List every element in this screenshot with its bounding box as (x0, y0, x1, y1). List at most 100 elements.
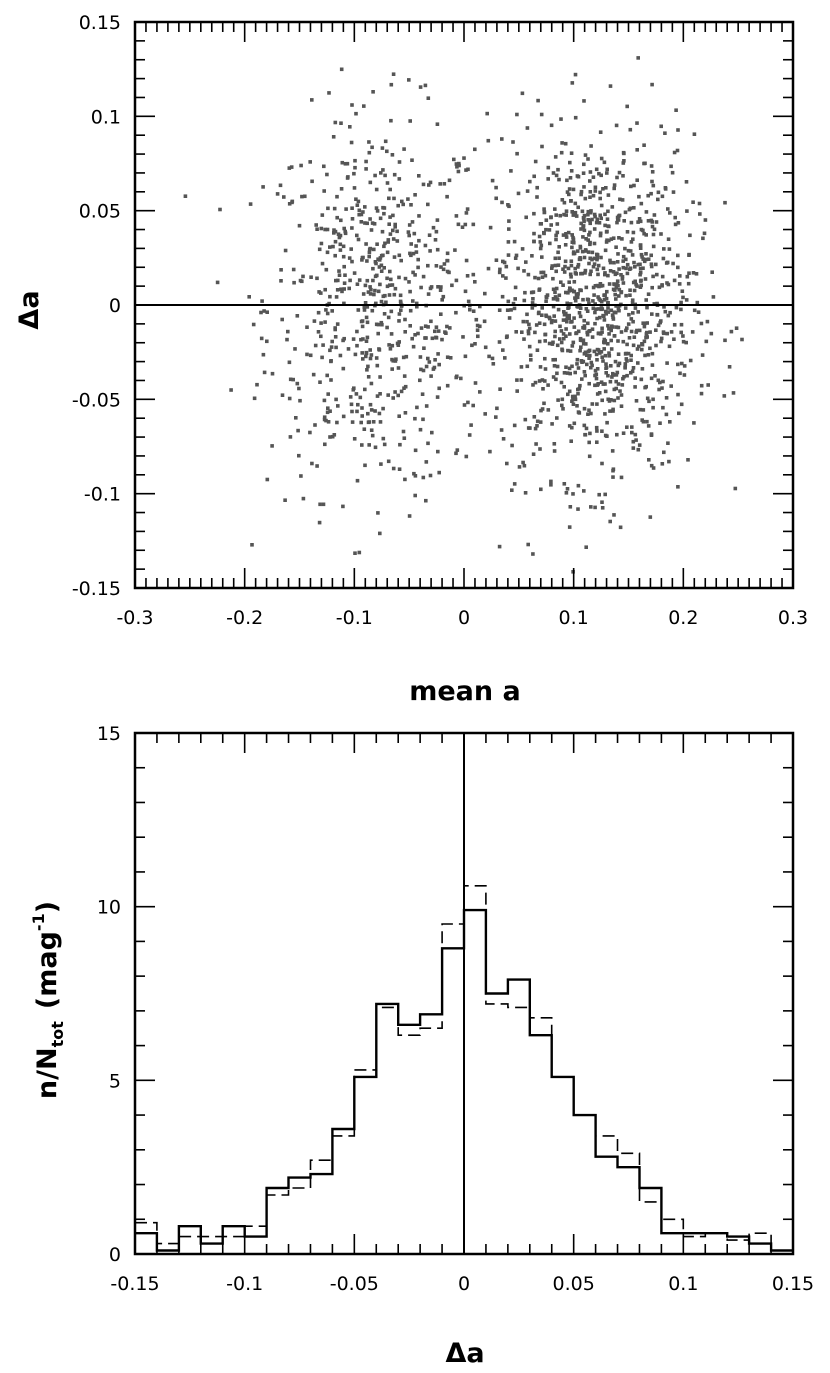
scatter-point (625, 271, 630, 276)
scatter-point (623, 364, 627, 369)
scatter-point (681, 334, 685, 338)
scatter-point (329, 345, 334, 349)
scatter-point (582, 162, 586, 167)
scatter-point (617, 236, 621, 240)
scatter-point (620, 383, 625, 387)
scatter-point (541, 387, 545, 391)
scatter-point (617, 308, 621, 313)
scatter-point (415, 304, 419, 309)
scatter-point (383, 293, 387, 298)
scatter-point (599, 332, 603, 336)
scatter-point (615, 220, 619, 225)
scatter-point (633, 279, 637, 284)
scatter-point (620, 277, 625, 281)
scatter-point (629, 353, 633, 358)
scatter-point (588, 170, 593, 174)
scatter-point (587, 261, 591, 266)
scatter-point (563, 264, 567, 269)
scatter-point (668, 420, 672, 424)
scatter-point (330, 434, 335, 439)
scatter-point (608, 379, 613, 384)
scatter-point (614, 379, 618, 384)
scatter-point (576, 262, 581, 267)
scatter-point (624, 293, 628, 298)
scatter-point (514, 253, 519, 258)
scatter-point (506, 299, 511, 304)
scatter-point (616, 352, 621, 356)
scatter-point (544, 299, 548, 303)
scatter-point (639, 252, 644, 257)
scatter-point (397, 467, 402, 471)
scatter-point (566, 306, 570, 310)
scatter-point (682, 364, 687, 368)
scatter-point (568, 160, 572, 165)
scatter-point (324, 418, 328, 423)
scatter-point (659, 339, 663, 344)
scatter-point (642, 259, 647, 264)
scatter-point (598, 213, 602, 218)
scatter-point (684, 180, 689, 184)
scatter-point (382, 312, 387, 316)
scatter-point (332, 206, 337, 211)
scatter-point (616, 339, 620, 343)
scatter-point (556, 307, 561, 312)
scatter-point (406, 230, 411, 234)
scatter-point (628, 288, 632, 292)
scatter-point (558, 324, 562, 329)
scatter-point (565, 190, 570, 194)
scatter-point (691, 200, 695, 204)
scatter-point (339, 187, 344, 191)
scatter-point (643, 277, 648, 281)
scatter-point (353, 352, 358, 357)
scatter-point (704, 339, 709, 344)
scatter-point (623, 210, 628, 215)
scatter-point (421, 368, 426, 373)
scatter-point (615, 175, 619, 180)
scatter-point (427, 233, 432, 237)
scatter-point (658, 421, 662, 425)
scatter-point (628, 127, 633, 132)
scatter-point (564, 213, 568, 217)
scatter-point (448, 326, 452, 330)
y-label-main: n/N (32, 1047, 63, 1099)
scatter-point (325, 227, 330, 232)
scatter-point (605, 217, 610, 221)
scatter-point (408, 324, 412, 328)
scatter-point (649, 253, 653, 258)
scatter-point (549, 483, 553, 487)
scatter-point (567, 280, 571, 284)
scatter-point (328, 435, 332, 439)
scatter-point (636, 361, 640, 365)
scatter-point (646, 353, 651, 357)
scatter-point (552, 364, 557, 368)
scatter-point (665, 331, 669, 336)
scatter-point (576, 329, 581, 334)
scatter-point (363, 301, 368, 305)
scatter-point (660, 284, 664, 288)
scatter-point (569, 439, 573, 443)
scatter-point (384, 300, 388, 305)
scatter-point (594, 376, 599, 381)
scatter-point (571, 213, 576, 217)
scatter-point (586, 212, 590, 217)
scatter-point (463, 222, 468, 227)
scatter-point (457, 161, 461, 166)
scatter-point (442, 182, 447, 186)
scatter-point (348, 278, 352, 283)
scatter-point (616, 218, 621, 222)
scatter-point (386, 459, 391, 464)
scatter-point (603, 272, 607, 277)
scatter-point (607, 224, 611, 229)
scatter-point (418, 427, 423, 432)
scatter-point (595, 256, 599, 260)
scatter-point (609, 364, 613, 368)
scatter-point (391, 359, 395, 363)
scatter-point (557, 256, 561, 260)
scatter-point (555, 297, 559, 301)
scatter-point (579, 189, 584, 194)
scatter-point (611, 270, 616, 274)
scatter-point (569, 199, 573, 203)
scatter-point (331, 135, 336, 139)
scatter-point (625, 373, 629, 378)
scatter-point (520, 91, 525, 96)
